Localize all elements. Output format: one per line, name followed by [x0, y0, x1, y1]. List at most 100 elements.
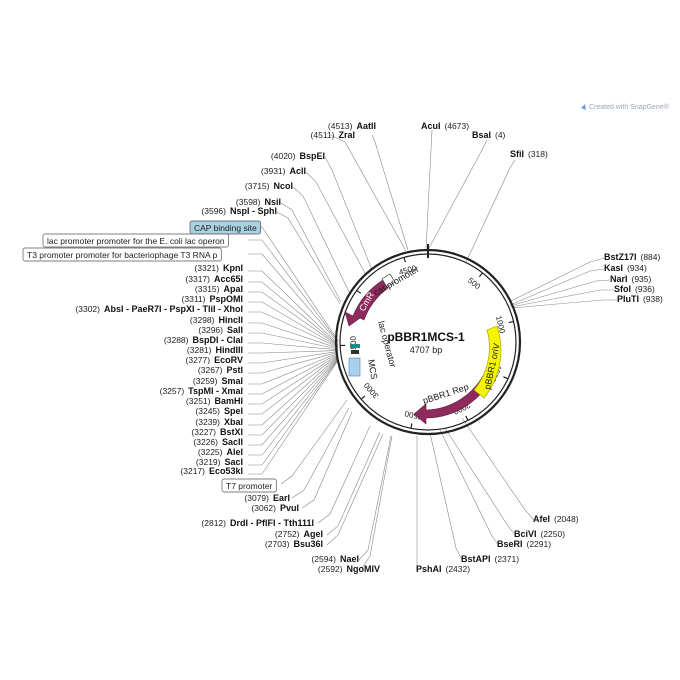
restriction-site: PshAI (2432) [416, 564, 470, 574]
leader-line [248, 356, 339, 436]
site-position: (3298) [190, 315, 215, 325]
leader-line [248, 353, 339, 395]
site-position: (2752) [275, 529, 300, 539]
site-position: (938) [643, 294, 663, 304]
site-position: (934) [627, 263, 647, 273]
restriction-site: SacII (3226) [193, 437, 243, 447]
restriction-site: KasI (934) [604, 263, 647, 273]
boxed-label: T7 promoter [221, 478, 277, 493]
lac-operator-mark [350, 344, 360, 348]
site-name: BstXI [220, 427, 243, 437]
restriction-site: PvuI (3062) [251, 503, 299, 513]
site-name: SpeI [224, 406, 243, 416]
boxed-label-text: T7 promoter [226, 481, 272, 491]
tick-mark [478, 272, 483, 278]
site-position: (3931) [261, 166, 286, 176]
site-name: SalI [227, 325, 243, 335]
restriction-site: BstAPI (2371) [461, 554, 519, 564]
leader-line [324, 156, 373, 271]
boxed-labels: CAP binding site lac promoter promoter fo… [22, 220, 277, 493]
site-name: AbsI - PaeR7I - PspXI - TliI - XhoI [104, 304, 243, 314]
leader-line [291, 407, 350, 499]
restriction-site: SalI (3296) [198, 325, 243, 335]
boxed-label-frame [221, 478, 277, 493]
site-name: HindIII [216, 345, 244, 355]
leader-line [510, 289, 614, 308]
leader-line [248, 351, 339, 364]
leader-line [248, 291, 339, 347]
site-position: (3277) [186, 355, 211, 365]
site-position: (3079) [244, 493, 269, 503]
site-position: (2291) [527, 539, 552, 549]
leader-line [248, 360, 339, 475]
leader-line [280, 202, 342, 303]
site-position: (4020) [271, 151, 296, 161]
tick-label: 500 [466, 276, 482, 292]
site-name: BamHI [214, 396, 243, 406]
site-position: (3251) [186, 396, 211, 406]
site-name: EarI [273, 493, 290, 503]
restriction-site: NspI - SphI (3596) [201, 206, 277, 216]
site-name: AatII [356, 121, 376, 131]
site-name: EcoRV [214, 355, 243, 365]
restriction-site: EarI (3079) [244, 493, 290, 503]
site-name: BstAPI [461, 554, 491, 564]
leader-line [508, 257, 605, 303]
leader-line [427, 139, 488, 251]
restriction-site: HincII(3298) [190, 315, 243, 325]
leader-line [248, 322, 339, 349]
restriction-site: SacI(3219) [196, 457, 243, 467]
restriction-site: SpeI (3245) [195, 406, 243, 416]
leader-line [461, 417, 535, 521]
site-name: BseRI [497, 539, 523, 549]
site-position: (3281) [187, 345, 212, 355]
leader-line [248, 351, 339, 374]
snapgene-logo-text: Created with SnapGene® [589, 103, 670, 111]
site-position: (318) [528, 149, 548, 159]
site-name: ZraI [338, 130, 355, 140]
tick-mark [410, 423, 413, 429]
tick-mark [465, 415, 469, 421]
site-position: (2048) [554, 514, 579, 524]
site-name: KasI [604, 263, 623, 273]
site-name: PstI [226, 365, 243, 375]
site-name: NcoI [273, 181, 293, 191]
site-position: (884) [641, 252, 661, 262]
restriction-site: BsaI (4) [472, 130, 506, 140]
cat-promoter-arrow [381, 273, 396, 288]
site-name: SacI [224, 457, 243, 467]
site-position: (3267) [198, 365, 223, 375]
feature-mcs: MCS [348, 350, 379, 380]
restriction-site: Acc65I (3317) [185, 274, 243, 284]
restriction-site: BstXI (3227) [191, 427, 243, 437]
lac-promoter-mark [351, 350, 359, 354]
boxed-label: lac promoter promoter for the E. coli la… [42, 233, 229, 248]
restriction-site: SfoI (936) [614, 284, 655, 294]
restriction-site: AgeI(2752) [275, 529, 323, 539]
leader-line [439, 429, 500, 547]
site-position: (3227) [191, 427, 216, 437]
tick-mark [508, 320, 514, 324]
leader-line [371, 134, 409, 251]
leader-line [358, 435, 392, 561]
site-name: XbaI [224, 417, 243, 427]
leader-line [248, 357, 339, 446]
leader-line [280, 399, 348, 485]
site-position: (3259) [193, 376, 218, 386]
site-position: (3257) [160, 386, 185, 396]
boxed-label-text: lac promoter promoter for the E. coli la… [47, 236, 225, 246]
leader-line [248, 342, 339, 351]
site-position: (2592) [318, 564, 343, 574]
site-position: (3245) [195, 406, 220, 416]
tick-label: 3000 [362, 380, 381, 400]
site-position: (2703) [265, 539, 290, 549]
restriction-site: PspOMI(3311) [182, 294, 243, 304]
site-position: (2432) [446, 564, 471, 574]
leader-line [301, 411, 353, 509]
pbbr1-oriv-arrow [473, 325, 502, 399]
restriction-site: ApaI(3315) [195, 284, 243, 294]
leader-line [509, 268, 605, 306]
leader-line [248, 270, 339, 345]
site-name: Acc65I [214, 274, 243, 284]
leader-lines [276, 129, 617, 569]
